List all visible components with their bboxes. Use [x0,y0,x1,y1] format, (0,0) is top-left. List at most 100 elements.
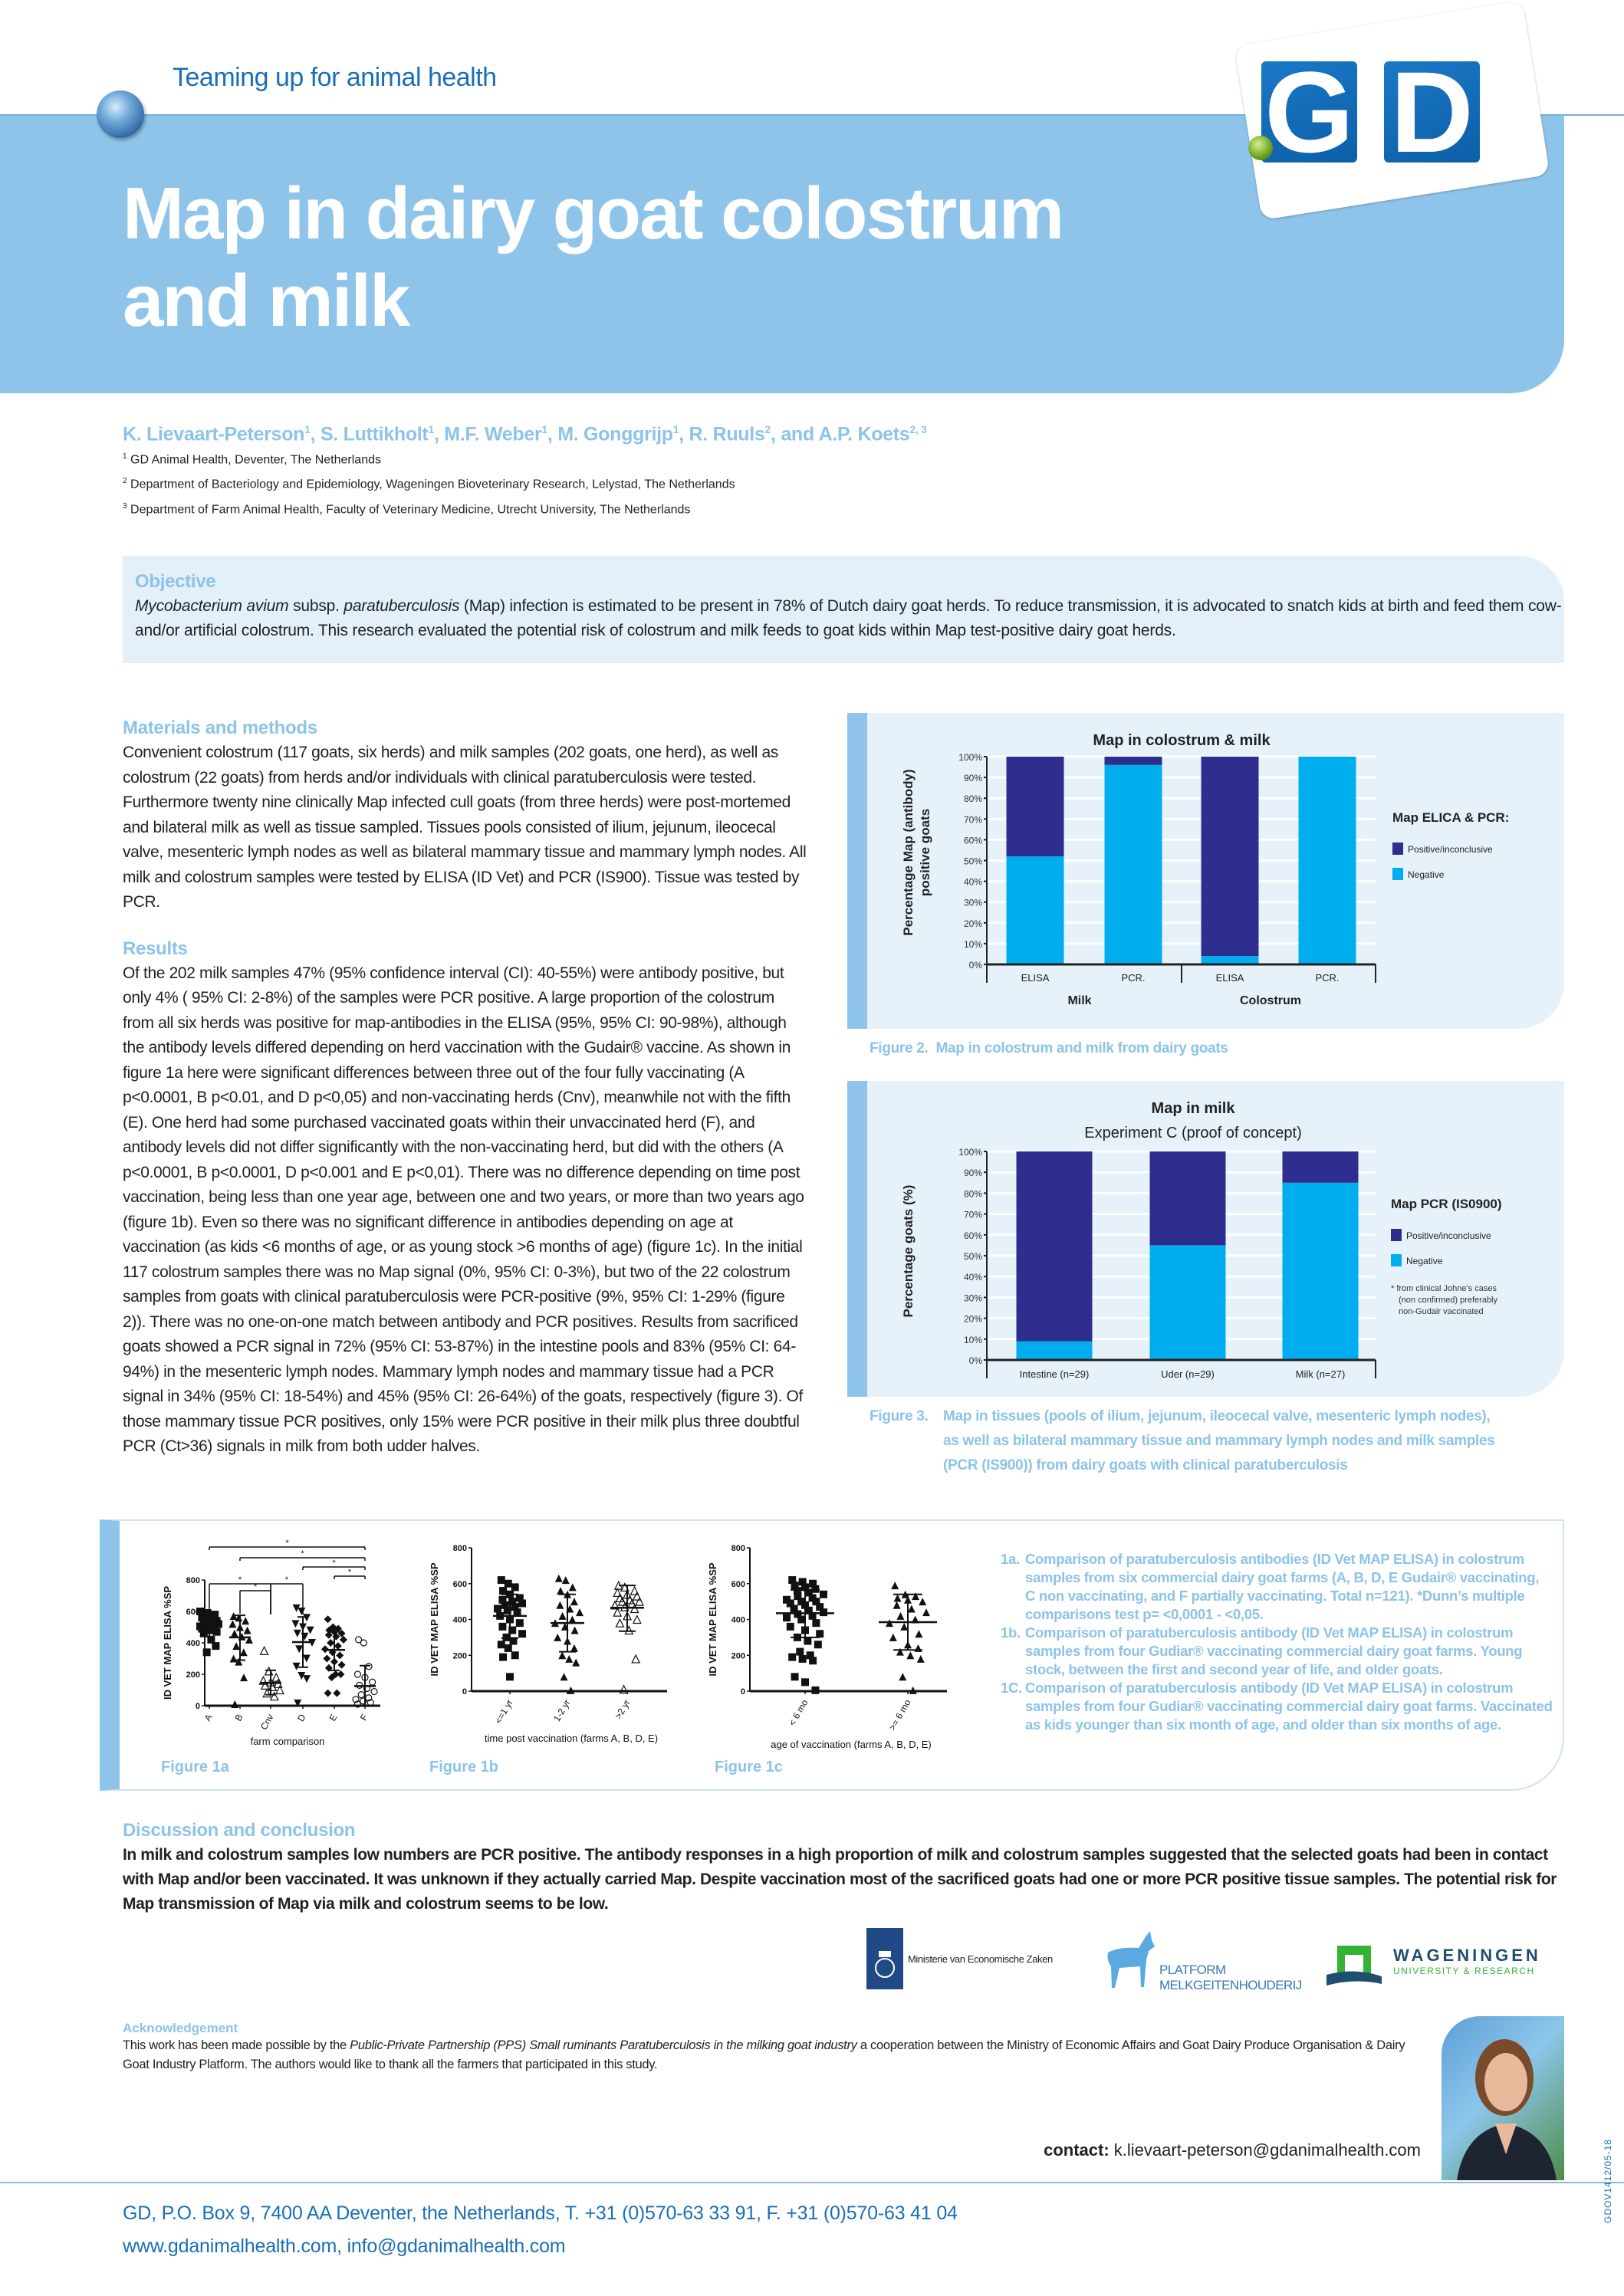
fig2-chart: Map in colostrum & milk 0% 10% 20% 30% 40% 50%… [901,732,1509,1007]
point-square [511,1583,519,1591]
objective-heading: Objective [135,571,216,592]
point-square [497,1641,505,1649]
point-square [497,1576,505,1585]
contact-email[interactable]: k.lievaart-peterson@gdanimalhealth.com [1113,2140,1421,2160]
footer-web[interactable]: www.gdanimalhealth.com, info@gdanimalhea… [123,2235,566,2257]
point-open-triangle [624,1625,634,1635]
y-tick-label: 800 [453,1544,467,1553]
point-square [511,1651,519,1660]
point-open-triangle [619,1684,629,1694]
y-tick-label: 400 [186,1639,200,1648]
point-square [504,1644,512,1652]
point-inverted-triangle [301,1632,309,1641]
point-diamond [336,1651,344,1660]
y-tick-label: 600 [731,1580,745,1589]
point-triangle [231,1700,239,1708]
affiliation-sup: 3 [123,502,127,511]
y-tick-label: 0 [741,1687,745,1697]
legend-swatch [1392,868,1403,880]
point-triangle [558,1611,567,1620]
point-diamond [324,1689,332,1697]
chart-subtitle: Experiment C (proof of concept) [1084,1125,1301,1141]
point-triangle [229,1654,238,1663]
point-triangle [240,1674,248,1682]
point-inverted-triangle [302,1654,311,1663]
point-triangle [235,1657,243,1666]
point-square [202,1648,211,1657]
point-square [801,1678,809,1687]
chart-title: Map in milk [1152,1100,1236,1117]
y-tick-label: 40% [964,1272,982,1283]
x-group-label: Milk [1067,994,1091,1007]
figure-2-caption: Figure 2. Map in colostrum and milk from… [870,1036,1228,1061]
point-square [808,1611,817,1620]
point-square [812,1619,820,1628]
point-triangle [558,1651,567,1660]
point-triangle [229,1612,238,1621]
point-open-circle [369,1678,376,1686]
y-tick-label: 20% [964,918,982,929]
y-tick-label: 200 [186,1670,200,1680]
point-square [212,1628,221,1636]
footer-divider [0,2182,1624,2183]
point-triangle [906,1651,915,1660]
y-tick-label: 90% [964,773,982,783]
bar-negative [1104,764,1162,964]
point-open-triangle [617,1596,627,1606]
point-square [791,1673,799,1681]
caption-number: 1a. [1001,1551,1020,1567]
x-axis-label: farm comparison [251,1736,325,1747]
bar-positive-inconclusive [1149,1151,1226,1246]
point-square [804,1637,812,1645]
point-diamond [334,1642,342,1651]
point-open-triangle [635,1596,644,1606]
point-square [790,1605,798,1613]
point-triangle [568,1615,577,1624]
point-triangle [889,1633,897,1641]
point-square [212,1642,220,1651]
author-separator: , [547,423,558,445]
significance-star: * [348,1568,352,1577]
point-square [788,1653,797,1661]
point-diamond [323,1654,331,1663]
point-diamond [324,1631,333,1639]
point-triangle [554,1633,562,1641]
point-triangle [572,1658,580,1667]
point-inverted-triangle [292,1604,301,1612]
point-open-circle [352,1696,360,1703]
subspecies-name: paratuberculosis [344,597,460,615]
y-axis-label: ID VET MAP ELISA %SP [162,1586,173,1700]
point-open-circle [353,1700,361,1708]
objective-text: Mycobacterium avium subsp. paratuberculo… [135,594,1564,643]
point-open-circle [360,1697,367,1705]
affiliation-1: 1 GD Animal Health, Deventer, The Nether… [123,452,381,467]
point-square [798,1578,807,1586]
point-square [806,1651,814,1660]
point-triangle [561,1576,570,1585]
point-triangle [557,1587,565,1595]
point-square [786,1622,794,1631]
point-diamond [337,1670,345,1678]
significance-star: * [332,1559,336,1568]
poster-title: Map in dairy goat colostrum and milk [123,170,1196,345]
bar-positive-inconclusive [1006,757,1064,857]
point-open-circle [367,1699,374,1706]
point-triangle [239,1648,248,1657]
point-open-triangle [613,1607,623,1617]
point-open-circle [365,1663,373,1670]
point-square [801,1583,809,1591]
materials-section: Materials and methods Convenient colostr… [123,718,809,1460]
point-triangle [915,1630,923,1638]
y-tick-label: 100% [958,752,982,763]
point-open-triangle [264,1666,274,1676]
point-triangle [568,1583,577,1591]
point-triangle [896,1611,905,1620]
point-open-triangle [610,1600,620,1610]
bar-positive-inconclusive [1282,1151,1359,1183]
point-square [518,1630,526,1638]
point-open-triangle [269,1691,279,1701]
results-text: Of the 202 milk samples 47% (95% confide… [123,964,804,1456]
point-diamond [327,1674,336,1682]
title-line-2: and milk [123,260,410,342]
